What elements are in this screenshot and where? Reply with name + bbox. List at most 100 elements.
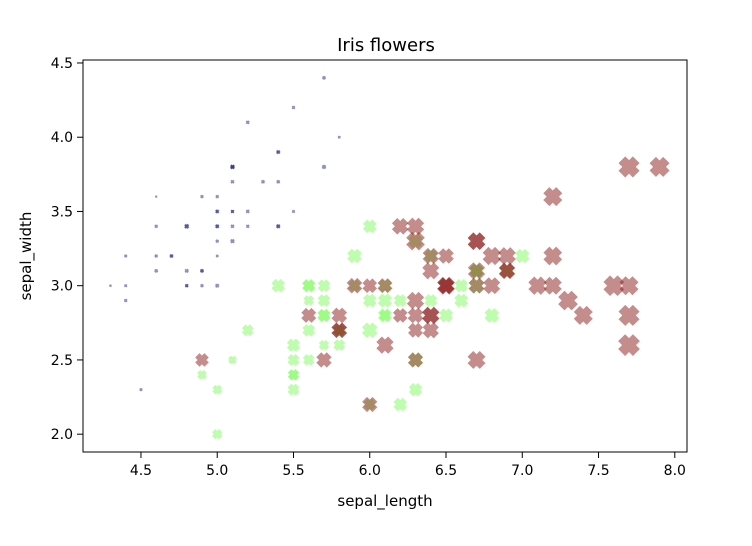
y-tick-label: 2.5 [51,353,73,369]
x-axis-label: sepal_length [337,492,432,511]
x-tick-label: 6.0 [359,463,381,479]
scatter-point-virginica [362,396,378,413]
y-tick-label: 3.0 [51,279,73,295]
scatter-point-versicolor [302,323,316,337]
x-axis-ticks: 4.5 5.0 5.5 6.0 6.5 7.0 7.5 8.0 [130,452,686,479]
scatter-point-versicolor [197,369,207,380]
scatter-point-virginica [543,187,563,207]
scatter-point-versicolor [439,308,453,323]
scatter-point-setosa [154,268,159,273]
y-tick-label: 4.5 [51,56,73,72]
scatter-point-virginica [331,307,348,324]
scatter-point-versicolor [424,294,438,308]
scatter-point-virginica [558,290,578,311]
scatter-point-versicolor [212,429,223,440]
chart-title: Iris flowers [337,35,435,56]
scatter-point-setosa [291,105,296,110]
scatter-point-setosa [275,149,281,155]
scatter-point-versicolor [302,279,315,292]
scatter-point-virginica [392,308,408,323]
scatter-point-virginica [603,275,625,297]
x-tick-label: 6.5 [435,463,457,479]
scatter-point-versicolor [302,354,315,366]
scatter-point-versicolor [303,295,315,306]
scatter-point-versicolor [228,355,237,365]
scatter-point-virginica [406,231,425,251]
scatter-point-versicolor [317,279,331,292]
scatter-point-virginica [468,277,485,294]
scatter-point-virginica [483,277,501,295]
scatter-point-setosa [230,224,235,229]
scatter-point-virginica [346,277,363,294]
scatter-point-setosa [215,224,220,229]
y-tick-label: 4.0 [51,130,73,146]
scatter-point-versicolor [317,294,331,307]
scatter-point-setosa [276,179,281,184]
scatter-point-virginica [467,262,486,280]
scatter-point-virginica [482,246,501,266]
scatter-point-versicolor [347,248,362,264]
scatter-point-setosa [123,254,128,258]
y-axis-ticks: 2.0 2.5 3.0 3.5 4.0 4.5 [51,56,83,443]
scatter-point-setosa [215,283,220,288]
x-tick-label: 8.0 [664,463,686,479]
scatter-point-versicolor [241,324,254,337]
scatter-point-setosa [245,120,250,125]
scatter-point-setosa [154,254,159,258]
scatter-point-virginica [422,306,440,325]
scatter-point-virginica [422,262,440,280]
scatter-point-setosa [184,283,189,288]
scatter-point-virginica [467,350,486,369]
x-tick-label: 5.5 [282,463,304,479]
scatter-point-versicolor [484,308,500,323]
scatter-point-versicolor [454,279,468,293]
scatter-point-setosa [229,164,236,170]
scatter-point-virginica [618,156,640,178]
scatter-point-virginica [619,276,639,296]
scatter-point-setosa [230,209,235,214]
scatter-point-virginica [362,278,378,293]
scatter-point-setosa [184,268,189,274]
scatter-point-versicolor [361,322,378,339]
scatter-point-virginica [422,322,439,339]
scatter-point-virginica [499,263,515,279]
scatter-point-virginica [316,352,332,368]
scatter-point-versicolor [288,369,299,381]
scatter-point-versicolor [408,383,423,397]
scatter-point-versicolor [212,384,223,395]
scatter-point-setosa [321,164,327,170]
scatter-point-versicolor [287,383,300,396]
scatter-point-virginica [573,305,593,325]
x-tick-label: 7.5 [587,463,609,479]
scatter-point-versicolor [362,219,377,234]
scatter-point-setosa [169,253,174,259]
scatter-point-virginica [498,247,516,265]
scatter-point-setosa [230,179,235,184]
scatter-point-setosa [215,254,219,258]
scatter-point-virginica [407,307,424,324]
scatter-point-virginica [407,352,424,368]
scatter-point-setosa [200,194,204,199]
scatter-point-setosa [200,283,204,288]
scatter-point-virginica [406,291,425,310]
scatter-point-setosa [184,223,190,229]
y-tick-label: 3.5 [51,204,73,220]
scatter-point-virginica [528,276,547,295]
scatter-point-virginica [543,276,562,295]
scatter-point-versicolor [377,293,393,308]
y-tick-label: 2.0 [51,427,73,443]
scatter-point-versicolor [317,309,331,322]
y-axis-label: sepal_width [17,212,36,301]
scatter-point-versicolor [393,397,408,412]
scatter-point-setosa [154,224,159,229]
scatter-point-versicolor [362,293,377,308]
scatter-point-versicolor [454,293,469,308]
scatter-point-versicolor [515,248,530,264]
scatter-point-setosa [337,135,341,139]
scatter-point-virginica [391,217,409,235]
scatter-point-setosa [123,298,128,303]
scatter-point-setosa [215,239,220,244]
scatter-point-setosa [245,224,250,229]
scatter-point-versicolor [286,338,301,352]
